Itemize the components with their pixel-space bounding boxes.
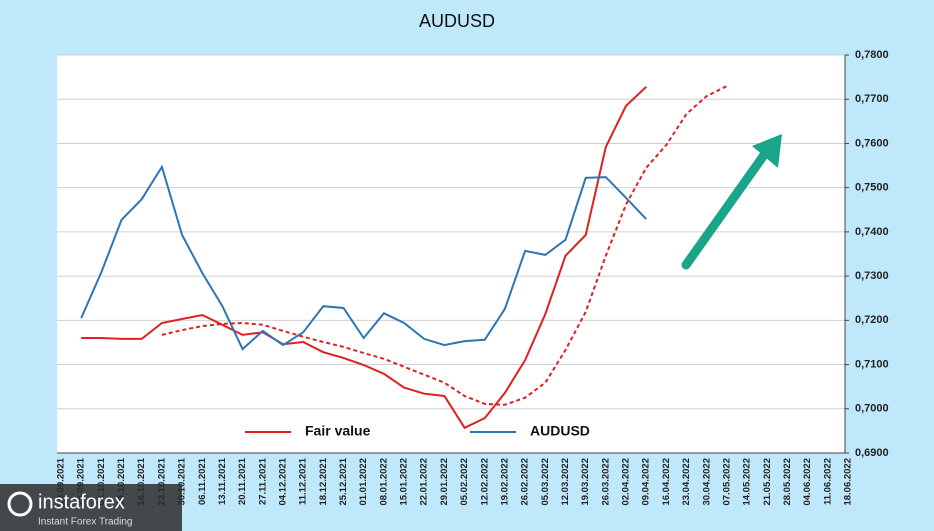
series	[80, 85, 728, 430]
x-tick-label: 19.02.2022	[499, 458, 510, 506]
x-tick-label: 26.03.2022	[600, 458, 611, 506]
logo-icon	[7, 491, 33, 517]
x-tick-label: 09.10.2021	[116, 457, 127, 505]
x-tick-label: 07.05.2022	[721, 458, 732, 506]
x-tick-label: 25.12.2021	[338, 457, 349, 505]
x-tick-label: 06.11.2021	[197, 457, 208, 505]
legend-label: Fair value	[305, 423, 371, 439]
x-tick-label: 02.04.2022	[621, 458, 632, 506]
x-tick-label: 23.10.2021	[156, 457, 167, 505]
brand: instaforex	[38, 491, 125, 513]
y-tick-label: 0,7700	[855, 93, 889, 105]
x-tick-label: 12.03.2022	[560, 458, 571, 506]
x-tick-label: 12.02.2022	[479, 458, 490, 506]
x-tick-label: 04.12.2021	[277, 457, 288, 505]
x-tick-label: 05.03.2022	[540, 458, 551, 506]
y-tick-label: 0,7300	[855, 270, 889, 282]
grid: 0,6900 0,7000 0,7100 0,7200 0,7300 0,7400 0,75…	[57, 49, 889, 459]
x-tick-label: 02.10.2021	[96, 457, 107, 505]
x-tick-label: 11.06.2022	[822, 458, 833, 505]
x-tick-label: 29.01.2022	[439, 458, 450, 506]
chart-title: AUDUSD	[419, 11, 495, 31]
x-tick-label: 28.05.2022	[782, 458, 793, 506]
x-tick-label: 20.11.2021	[237, 457, 248, 505]
x-tick-label: 05.02.2022	[459, 458, 470, 506]
tagline: Instant Forex Trading	[38, 517, 133, 528]
x-tick-label: 25.09.2021	[76, 457, 87, 505]
x-tick-label: 23.04.2022	[681, 458, 692, 506]
y-tick-label: 0,7200	[855, 314, 889, 326]
x-tick-label: 30.10.2021	[177, 457, 188, 505]
x-tick-label: 27.11.2021	[257, 457, 268, 505]
x-tick-label: 09.04.2022	[641, 458, 652, 506]
arrow-shaft	[681, 150, 769, 270]
x-tick-label: 16.04.2022	[661, 458, 672, 506]
arrow-head	[752, 134, 782, 168]
watermark: instaforex Instant Forex Trading	[0, 484, 182, 531]
legend-label: AUDUSD	[530, 423, 590, 439]
y-tick-label: 0,7500	[855, 182, 889, 194]
x-tick-label: 18.06.2022	[843, 458, 854, 506]
x-tick-label: 16.10.2021	[136, 457, 147, 505]
x-tick-label: 15.01.2022	[399, 458, 410, 506]
legend: Fair value AUDUSD	[245, 423, 590, 439]
x-tick-label: 30.04.2022	[701, 458, 712, 506]
x-tick-label: 08.01.2022	[378, 458, 389, 506]
x-tick-label: 11.12.2021	[298, 457, 309, 505]
x-tick-label: 26.02.2022	[520, 458, 531, 506]
x-tick-label: 18.12.2021	[318, 457, 329, 505]
y-tick-label: 0,7000	[855, 403, 889, 415]
x-tick-label: 22.01.2022	[419, 458, 430, 506]
y-tick-label: 0,7100	[855, 358, 889, 370]
x-tick-label: 19.03.2022	[580, 458, 591, 506]
x-tick-label: 13.11.2021	[217, 457, 228, 505]
y-tick-label: 0,6900	[855, 447, 889, 459]
x-axis: 18.09.2021 25.09.2021 02.10.2021 09.10.2021…	[56, 457, 854, 505]
x-tick-label: 21.05.2022	[762, 458, 773, 506]
x-tick-label: 18.09.2021	[56, 457, 67, 505]
x-tick-label: 04.06.2022	[802, 458, 813, 506]
series-line	[81, 86, 647, 430]
series-line	[80, 164, 647, 351]
x-tick-label: 01.01.2022	[358, 458, 369, 506]
trend-arrow	[681, 134, 782, 270]
y-tick-label: 0,7600	[855, 137, 889, 149]
y-tick-label: 0,7800	[855, 49, 889, 61]
plot-area	[57, 55, 845, 453]
x-tick-label: 14.05.2022	[742, 458, 753, 506]
y-tick-label: 0,7400	[855, 226, 889, 238]
